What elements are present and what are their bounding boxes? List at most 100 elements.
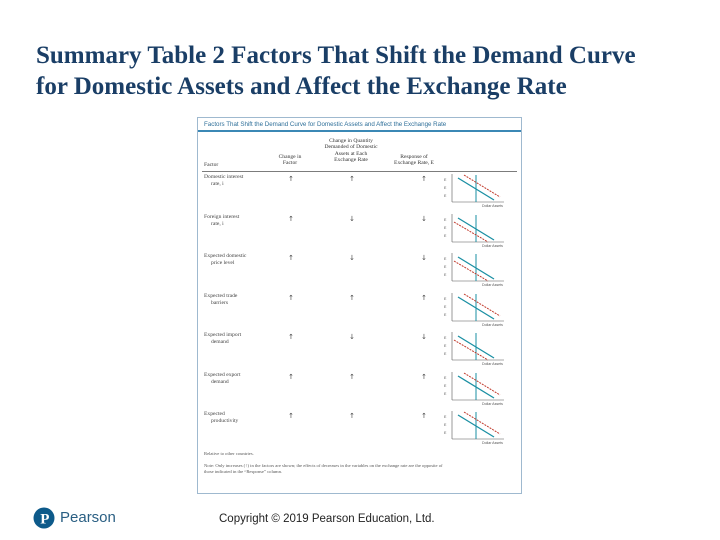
graph-demand-new bbox=[463, 372, 501, 395]
graph-demand-old bbox=[457, 374, 495, 399]
col-head-factor: Factor bbox=[204, 162, 219, 168]
row-factor-line-2: barriers bbox=[211, 299, 229, 306]
table-note-2: Note: Only increases (↑) in the factors … bbox=[204, 463, 443, 468]
graph-label-e1: E bbox=[444, 336, 447, 340]
graph-label-e1: E bbox=[444, 218, 447, 222]
graph-label-e1: E bbox=[444, 415, 447, 419]
graph-label-e2: E bbox=[444, 384, 447, 388]
table-note-3: those indicated in the “Response” column… bbox=[204, 469, 283, 474]
table-header-bar: Factors That Shift the Demand Curve for … bbox=[198, 118, 521, 132]
row-change-arrow: ↑ bbox=[288, 412, 294, 420]
row-change-arrow: ↑ bbox=[288, 254, 294, 262]
col-head-change: Change in Factor bbox=[268, 154, 312, 167]
graph-demand-new bbox=[453, 221, 489, 242]
graph-label-e3: E bbox=[444, 392, 447, 396]
row-response-arrow: ↑ bbox=[421, 175, 427, 183]
row-factor-line-1: Expected import bbox=[204, 332, 242, 338]
graph-demand-old bbox=[457, 414, 495, 438]
col-head-response-line-1: Response of bbox=[400, 154, 428, 160]
copyright-text: Copyright © 2019 Pearson Education, Ltd. bbox=[219, 513, 435, 525]
row-change-arrow: ↑ bbox=[288, 372, 294, 381]
graph-label-e3: E bbox=[444, 431, 447, 435]
row-quantity-arrow: ↑ bbox=[349, 175, 355, 183]
row-factor: Expected domestic price level bbox=[204, 253, 274, 267]
header-rule bbox=[202, 171, 517, 172]
graph-axis-label: Dollar Assets bbox=[482, 283, 503, 287]
graph-label-e1: E bbox=[444, 257, 447, 261]
graph-axis-label: Dollar Assets bbox=[482, 204, 503, 208]
graph-label-e2: E bbox=[444, 344, 447, 348]
row-response-arrow: ↑ bbox=[421, 372, 427, 381]
pearson-logo: P bbox=[33, 507, 55, 529]
graph-label-e2: E bbox=[444, 265, 447, 269]
row-factor: Domestic interest rate, i bbox=[204, 174, 274, 188]
row-factor-line-2: demand bbox=[211, 378, 229, 385]
row-response-arrow: ↓ bbox=[421, 254, 427, 262]
slide-title-line-1: Summary Table 2 Factors That Shift the D… bbox=[36, 42, 636, 69]
row-factor-line-2: productivity bbox=[211, 418, 239, 424]
graph-demand-new bbox=[463, 174, 501, 198]
graph-label-e3: E bbox=[444, 194, 447, 198]
graph-label-e3: E bbox=[444, 273, 447, 277]
row-response-arrow: ↓ bbox=[421, 333, 427, 341]
graph-demand-old bbox=[457, 256, 495, 280]
graph-axis-label: Dollar Assets bbox=[482, 362, 503, 366]
graph-demand-new bbox=[453, 339, 489, 361]
row-factor-line-1: Expected export bbox=[204, 371, 241, 378]
graph-demand-new bbox=[453, 260, 489, 282]
graph-label-e3: E bbox=[444, 313, 447, 317]
col-head-quantity-line-1: Change in Quantity bbox=[329, 138, 373, 144]
graph-label-e1: E bbox=[444, 297, 447, 301]
row-factor-line-2: rate, i bbox=[211, 181, 224, 187]
row-factor: Foreign interest rate, i bbox=[204, 214, 274, 228]
row-response-arrow: ↑ bbox=[421, 293, 427, 302]
graph-axis-label: Dollar Assets bbox=[482, 323, 503, 327]
row-factor-line-1: Foreign interest bbox=[204, 213, 240, 220]
row-change-arrow: ↑ bbox=[288, 175, 294, 183]
row-factor-line-2: demand bbox=[211, 339, 229, 345]
col-head-quantity-line-3: Assets at Each bbox=[334, 150, 368, 157]
col-head-quantity-line-2: Demanded of Domestic bbox=[324, 144, 378, 151]
pearson-logo-mark bbox=[33, 507, 55, 529]
graph-label-e3: E bbox=[444, 234, 447, 238]
row-factor: Expected import demand bbox=[204, 332, 274, 346]
row-quantity-arrow: ↓ bbox=[349, 214, 355, 223]
graph-label-e2: E bbox=[444, 305, 447, 309]
row-factor-line-1: Expected bbox=[204, 411, 225, 417]
row-quantity-arrow: ↑ bbox=[349, 412, 355, 420]
graph-axis-label: Dollar Assets bbox=[482, 402, 503, 406]
col-head-quantity: Change in Quantity Demanded of Domestic … bbox=[316, 138, 386, 164]
graph-axis-label: Dollar Assets bbox=[482, 244, 503, 248]
graph-label-e2: E bbox=[444, 226, 447, 230]
graph-demand-old bbox=[457, 335, 495, 359]
graph-label-e2: E bbox=[444, 186, 447, 190]
row-factor-line-1: Expected trade bbox=[204, 292, 238, 299]
graph-demand-old bbox=[457, 295, 495, 320]
graph-demand-old bbox=[457, 177, 495, 201]
col-head-response: Response of Exchange Rate, E bbox=[386, 154, 442, 167]
row-quantity-arrow: ↑ bbox=[349, 372, 355, 381]
summary-table: Factors That Shift the Demand Curve for … bbox=[197, 117, 522, 494]
row-quantity-arrow: ↓ bbox=[349, 254, 355, 262]
row-factor-line-1: Domestic interest bbox=[204, 174, 244, 180]
graph-label-e1: E bbox=[444, 178, 447, 182]
pearson-wordmark: Pearson bbox=[60, 509, 116, 526]
row-change-arrow: ↑ bbox=[288, 214, 294, 223]
col-head-response-line-2: Exchange Rate, E bbox=[394, 160, 434, 167]
row-factor: Expected trade barriers bbox=[204, 293, 274, 307]
graph-label-e2: E bbox=[444, 423, 447, 427]
row-factor: Expected export demand bbox=[204, 372, 274, 386]
slide-title-line-2: for Domestic Assets and Affect the Excha… bbox=[36, 73, 567, 100]
row-response-arrow: ↑ bbox=[421, 412, 427, 420]
row-quantity-arrow: ↓ bbox=[349, 333, 355, 341]
graph-axis-label: Dollar Assets bbox=[482, 441, 503, 445]
col-head-change-line-2: Factor bbox=[282, 160, 298, 167]
graph-demand-old bbox=[457, 216, 495, 241]
pearson-logo-letter: P bbox=[40, 512, 49, 528]
